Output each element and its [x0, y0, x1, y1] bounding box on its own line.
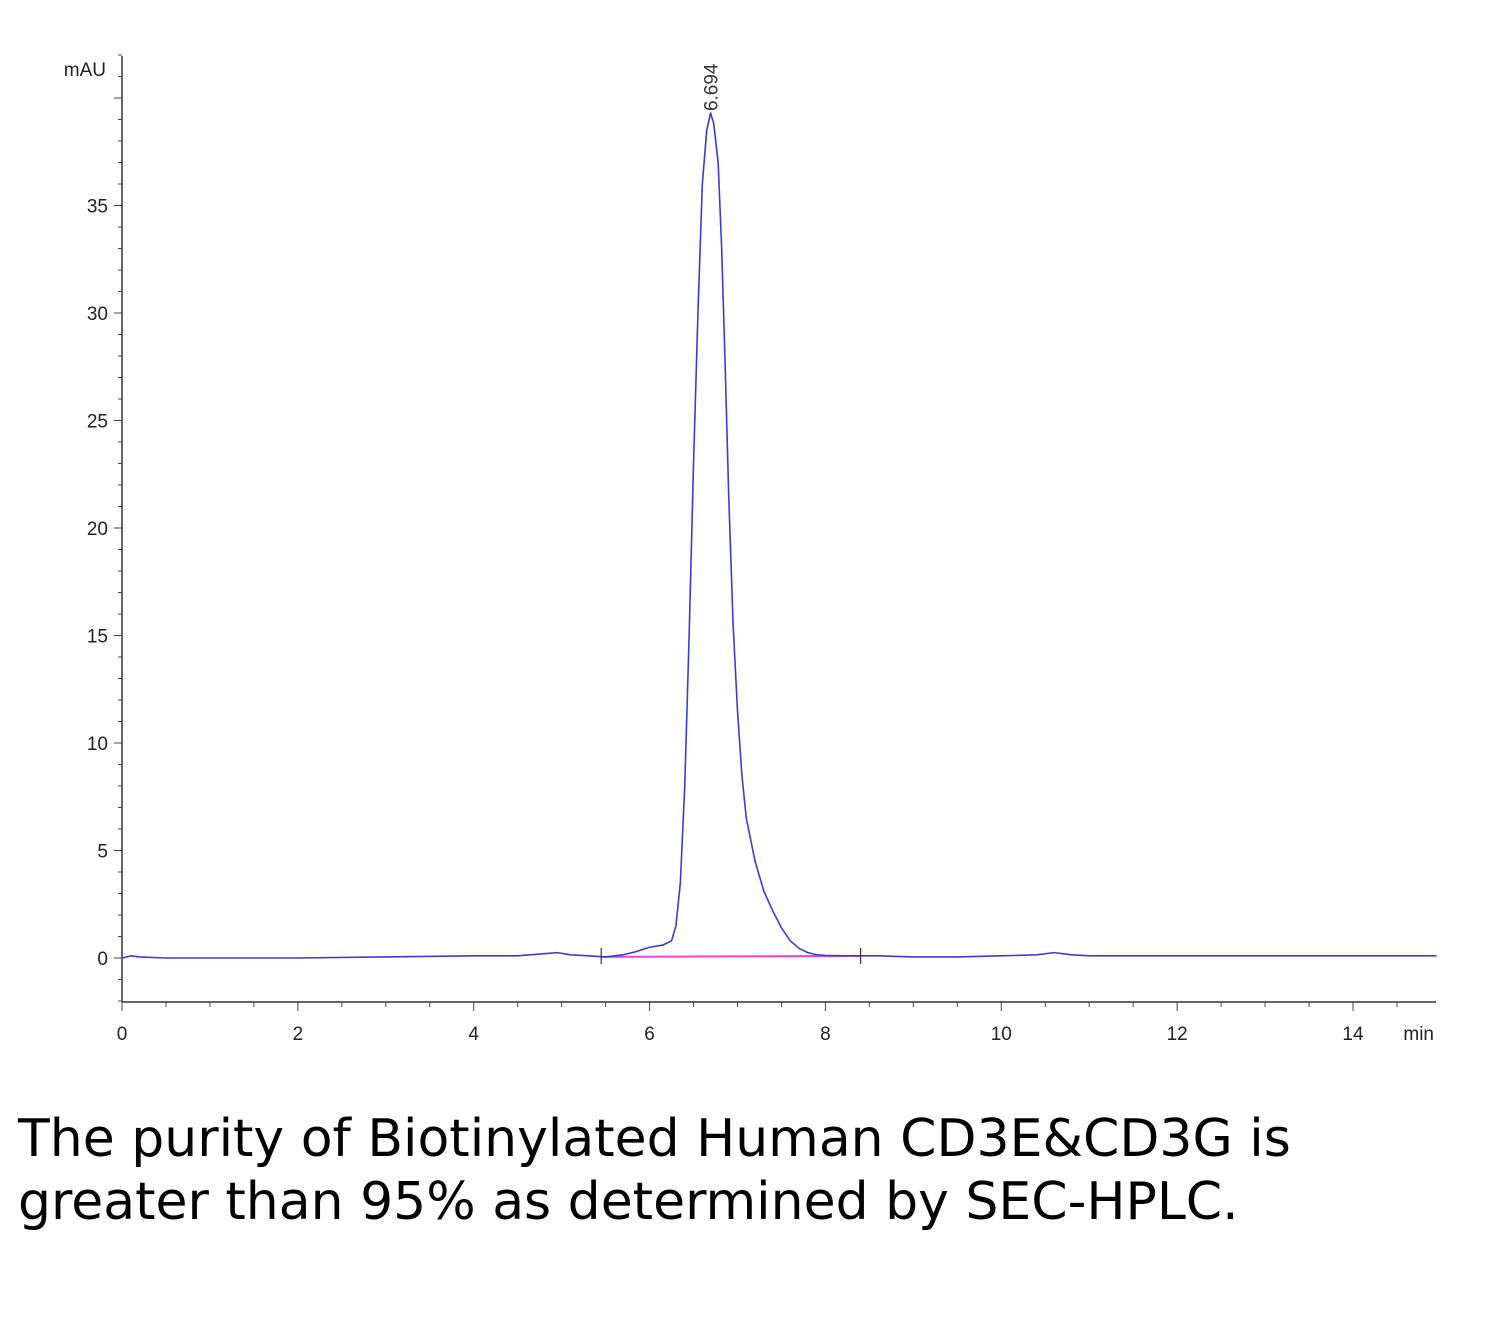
- x-tick-label: 4: [468, 1024, 479, 1045]
- y-tick-label: 10: [87, 734, 108, 755]
- peak-label: 6.694: [702, 63, 723, 111]
- chromatogram-series: [121, 112, 1437, 959]
- caption-text: The purity of Biotinylated Human CD3E&CD…: [18, 1109, 1291, 1232]
- x-tick-label: 6: [644, 1024, 655, 1045]
- y-tick-label: 20: [87, 519, 108, 540]
- x-tick-label: 12: [1167, 1024, 1188, 1045]
- x-tick-label: 0: [117, 1024, 128, 1045]
- y-tick-label: 25: [87, 412, 108, 433]
- x-tick-label: 10: [991, 1024, 1012, 1045]
- x-tick-label: 8: [820, 1024, 831, 1045]
- y-axis-unit: mAU: [64, 60, 106, 81]
- y-tick-label: 0: [97, 949, 108, 970]
- y-tick-label: 35: [87, 197, 108, 218]
- baseline-series: [601, 954, 861, 958]
- x-tick-label: 2: [293, 1024, 304, 1045]
- x-tick-label: 14: [1342, 1024, 1364, 1045]
- chromatogram-plot: 0 5 10 15 20 25 30 35 mAU 0 2 4 6 8 10 12 14 min 6.694: [64, 54, 1437, 1045]
- y-tick-label: 5: [97, 842, 108, 863]
- y-tick-label: 15: [87, 627, 108, 648]
- y-tick-label: 30: [87, 304, 108, 325]
- x-axis-unit: min: [1403, 1024, 1434, 1045]
- chromatogram-chart: 0 5 10 15 20 25 30 35 mAU 0 2 4 6 8 10 12 14 min 6.694: [64, 54, 1437, 1045]
